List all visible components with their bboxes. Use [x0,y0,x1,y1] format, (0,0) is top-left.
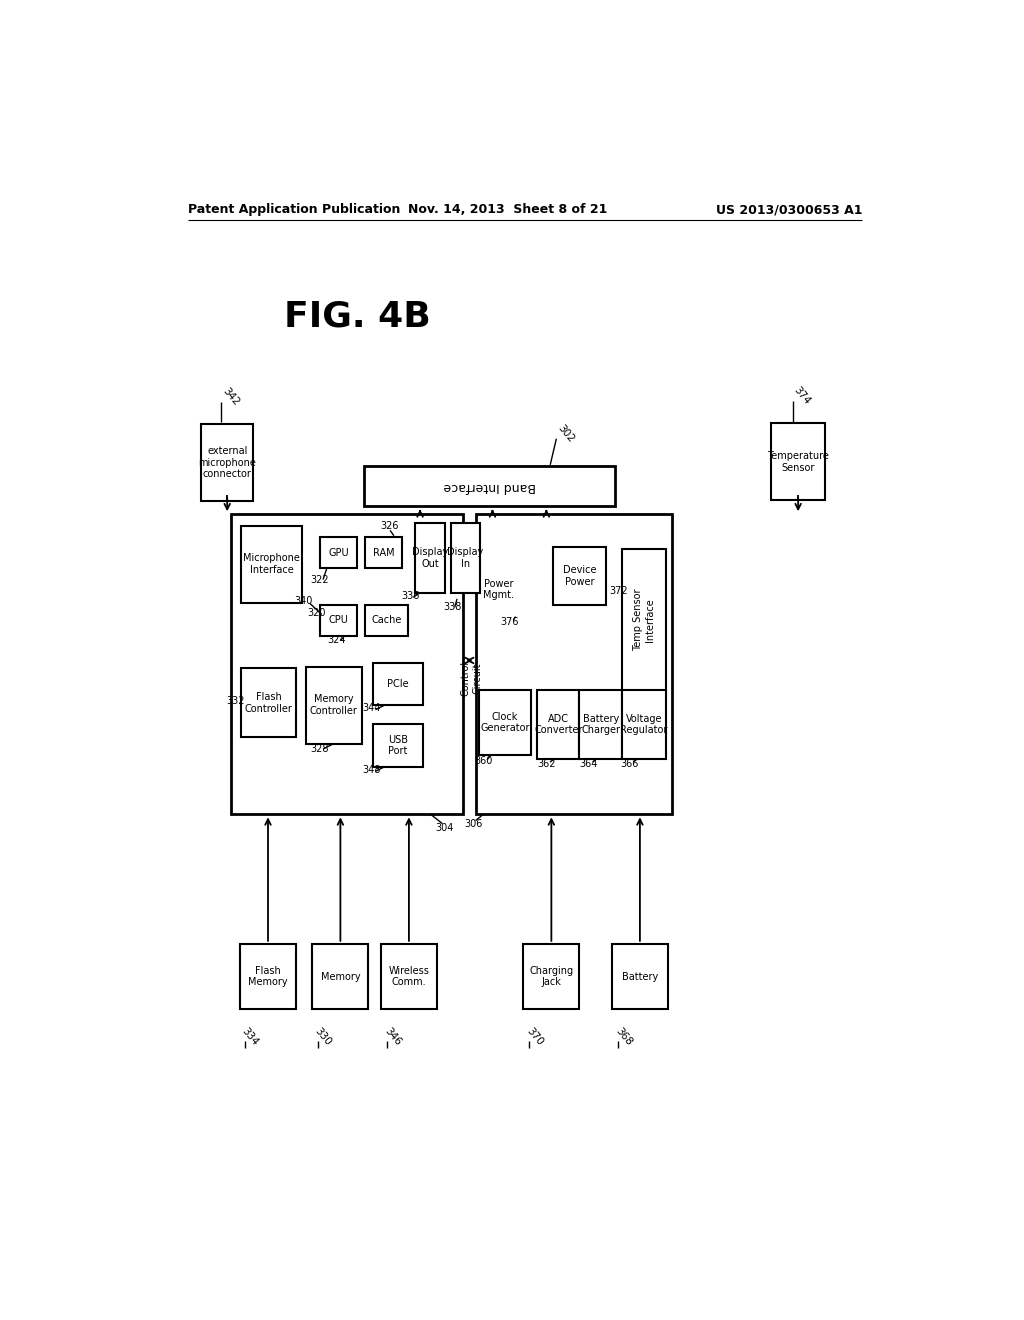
Text: 324: 324 [328,635,346,645]
Bar [475,515,672,814]
Text: 376: 376 [500,616,518,627]
Bar [771,424,825,500]
Bar [312,944,369,1010]
Bar [523,944,580,1010]
Text: 338: 338 [443,602,462,612]
Bar [416,524,444,593]
Text: RAM: RAM [373,548,394,557]
Text: 370: 370 [524,1026,545,1047]
Text: Cache: Cache [372,615,401,626]
Text: Clock
Generator: Clock Generator [480,711,529,733]
Text: 366: 366 [621,759,639,768]
Bar [319,605,357,636]
Text: 302: 302 [555,422,575,444]
Text: Power
Mgmt.: Power Mgmt. [483,578,514,601]
Bar [451,524,480,593]
Text: 330: 330 [313,1026,333,1047]
Text: 340: 340 [295,597,313,606]
Text: FIG. 4B: FIG. 4B [285,300,431,333]
Text: GPU: GPU [328,548,349,557]
Text: 322: 322 [310,574,329,585]
Text: 360: 360 [474,756,493,767]
Bar [364,466,614,507]
Text: Battery
Charger: Battery Charger [582,714,621,735]
Text: 320: 320 [307,607,327,618]
Text: Microphone
Interface: Microphone Interface [243,553,300,576]
Text: 328: 328 [310,744,329,754]
Text: Wireless
Comm.: Wireless Comm. [388,966,429,987]
Text: Charging
Jack: Charging Jack [529,966,573,987]
Text: Temperature
Sensor: Temperature Sensor [767,451,829,473]
Text: Memory: Memory [321,972,360,982]
Text: Control
Circuit: Control Circuit [461,660,482,696]
Text: Memory
Controller: Memory Controller [310,694,357,715]
Bar [366,537,402,568]
Text: Flash
Memory: Flash Memory [248,966,288,987]
Text: 334: 334 [240,1026,260,1047]
Bar [241,525,302,603]
Text: USB
Port: USB Port [388,735,409,756]
Bar [553,548,606,605]
Bar [538,689,580,759]
Text: 348: 348 [362,764,381,775]
Bar [478,689,531,755]
Text: 346: 346 [382,1026,402,1047]
Text: 374: 374 [792,384,812,407]
Text: Display
In: Display In [447,548,483,569]
Text: external
microphone
connector: external microphone connector [199,446,256,479]
Bar [381,944,437,1010]
Bar [230,515,463,814]
Text: 326: 326 [381,520,399,531]
Text: PCIe: PCIe [387,678,409,689]
Bar [240,944,296,1010]
Text: 344: 344 [362,704,381,713]
Text: 364: 364 [580,759,598,768]
Text: Band Interface: Band Interface [443,480,536,492]
Text: US 2013/0300653 A1: US 2013/0300653 A1 [716,203,862,216]
Text: 368: 368 [613,1026,634,1047]
Bar [622,689,666,759]
Text: 342: 342 [220,387,241,408]
Text: 332: 332 [226,696,246,706]
Text: CPU: CPU [329,615,348,626]
Text: 372: 372 [609,586,628,597]
Bar [622,549,666,692]
Text: 362: 362 [538,759,556,768]
Bar [373,725,423,767]
Bar [306,667,361,743]
Text: 306: 306 [464,820,482,829]
Text: 336: 336 [401,591,420,601]
Bar [580,689,622,759]
Text: Battery: Battery [622,972,658,982]
Text: Temp Sensor
Interface: Temp Sensor Interface [633,589,654,651]
Text: Flash
Controller: Flash Controller [245,692,292,714]
Text: 304: 304 [435,824,454,833]
Bar [241,668,296,738]
Bar [611,944,668,1010]
Text: Patent Application Publication: Patent Application Publication [188,203,400,216]
Text: Device
Power: Device Power [563,565,596,587]
Bar [202,424,253,502]
Bar [366,605,408,636]
Text: Nov. 14, 2013  Sheet 8 of 21: Nov. 14, 2013 Sheet 8 of 21 [409,203,607,216]
Text: Display
Out: Display Out [412,548,449,569]
Bar [373,663,423,705]
Text: Voltage
Regulator: Voltage Regulator [621,714,668,735]
Text: ADC
Converter: ADC Converter [535,714,583,735]
Bar [319,537,357,568]
